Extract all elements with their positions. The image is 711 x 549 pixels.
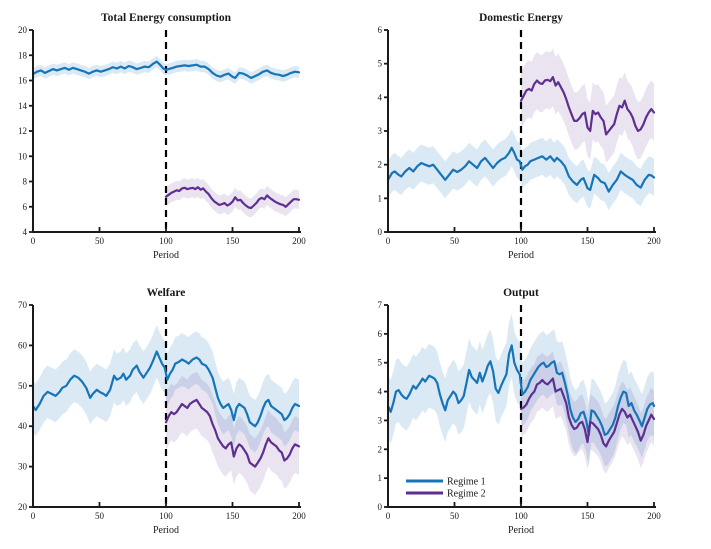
y-tick-label: 6 — [378, 329, 383, 339]
y-tick-label: 12 — [18, 126, 27, 136]
y-tick-label: 4 — [378, 92, 383, 102]
regime-2-confidence-band — [521, 48, 654, 163]
y-tick-label: 18 — [18, 50, 28, 60]
y-tick-label: 50 — [18, 381, 28, 391]
y-tick-label: 7 — [378, 300, 383, 310]
y-tick-label: 8 — [23, 177, 28, 187]
regime-2-line — [164, 398, 301, 468]
y-tick-label: 1 — [378, 193, 383, 203]
y-tick-label: 6 — [23, 202, 28, 212]
regime-2-line — [519, 75, 656, 136]
x-tick-label: 50 — [95, 511, 105, 521]
y-tick-label: 20 — [18, 25, 28, 35]
regime-2-line — [519, 377, 656, 448]
x-tick-label: 50 — [450, 511, 460, 521]
y-tick-label: 2 — [378, 160, 383, 170]
x-tick-label: 100 — [159, 236, 173, 246]
regime-1-confidence-band — [388, 129, 654, 211]
y-tick-label: 1 — [378, 473, 383, 483]
x-tick-label: 0 — [386, 236, 391, 246]
x-tick-label: 150 — [581, 236, 595, 246]
x-axis-label: Period — [508, 525, 534, 536]
x-tick-label: 0 — [386, 511, 391, 521]
chart-output: 0 1 2 3 4 5 6 7 0 50 100 150 200 Period Output Regime 1… — [355, 275, 711, 549]
regime-2-line — [164, 186, 301, 210]
regime-1-line — [386, 146, 656, 193]
chart-title: Total Energy consumption — [101, 12, 232, 24]
y-tick-label: 4 — [378, 387, 383, 397]
regime-1-line — [386, 344, 656, 436]
regime-1-line — [31, 60, 301, 80]
chart-title: Domestic Energy — [479, 12, 563, 24]
regime-2-confidence-band — [166, 177, 299, 218]
chart-title: Welfare — [147, 287, 186, 299]
x-tick-label: 0 — [31, 511, 36, 521]
welfare-svg: 20 30 40 50 60 70 0 50 100 150 200 Period Welfare — [18, 287, 306, 536]
y-tick-label: 0 — [378, 227, 383, 237]
legend-label: Regime 1 — [447, 477, 486, 488]
legend-item: Regime 1 — [406, 477, 486, 488]
y-tick-label: 3 — [378, 415, 383, 425]
y-tick-label: 16 — [18, 76, 28, 86]
x-axis-label: Period — [508, 250, 534, 261]
x-axis-label: Period — [153, 250, 179, 261]
y-tick-label: 60 — [18, 340, 28, 350]
y-tick-label: 40 — [18, 421, 28, 431]
x-tick-label: 50 — [450, 236, 460, 246]
x-tick-label: 200 — [647, 236, 661, 246]
output-svg: 0 1 2 3 4 5 6 7 0 50 100 150 200 Period Output Regime 1… — [378, 287, 662, 536]
x-tick-label: 0 — [31, 236, 36, 246]
x-tick-label: 200 — [292, 511, 306, 521]
x-tick-label: 100 — [514, 236, 528, 246]
x-tick-label: 100 — [159, 511, 173, 521]
x-tick-label: 150 — [226, 236, 240, 246]
y-tick-label: 4 — [23, 227, 28, 237]
regime-1-confidence-band — [33, 325, 299, 453]
y-tick-label: 30 — [18, 462, 28, 472]
x-tick-label: 50 — [95, 236, 105, 246]
y-tick-label: 3 — [378, 126, 383, 136]
chart-total-energy-consumption: 4 6 8 10 12 14 16 18 20 0 50 100 150 200 Period Total E… — [0, 0, 356, 274]
y-tick-label: 14 — [18, 101, 28, 111]
legend-label: Regime 2 — [447, 489, 486, 500]
x-tick-label: 100 — [514, 511, 528, 521]
x-tick-label: 200 — [292, 236, 306, 246]
x-tick-label: 150 — [581, 511, 595, 521]
y-tick-label: 5 — [378, 59, 383, 69]
regime-1-line — [31, 350, 301, 428]
chart-welfare: 20 30 40 50 60 70 0 50 100 150 200 Period Welfare — [0, 275, 356, 549]
y-tick-label: 2 — [378, 444, 383, 454]
y-tick-label: 70 — [18, 300, 28, 310]
legend-item: Regime 2 — [406, 489, 486, 500]
x-axis-label: Period — [153, 525, 179, 536]
y-tick-label: 10 — [18, 151, 28, 161]
y-tick-label: 5 — [378, 358, 383, 368]
y-tick-label: 20 — [18, 502, 28, 512]
y-tick-label: 0 — [378, 502, 383, 512]
chart-domestic-energy: 0 1 2 3 4 5 6 0 50 100 150 200 Period Domestic Energy — [355, 0, 711, 274]
x-tick-label: 150 — [226, 511, 240, 521]
y-tick-label: 6 — [378, 25, 383, 35]
domestic-energy-svg: 0 1 2 3 4 5 6 0 50 100 150 200 Period Domestic Energy — [378, 12, 662, 261]
x-tick-label: 200 — [647, 511, 661, 521]
chart-title: Output — [503, 287, 539, 299]
